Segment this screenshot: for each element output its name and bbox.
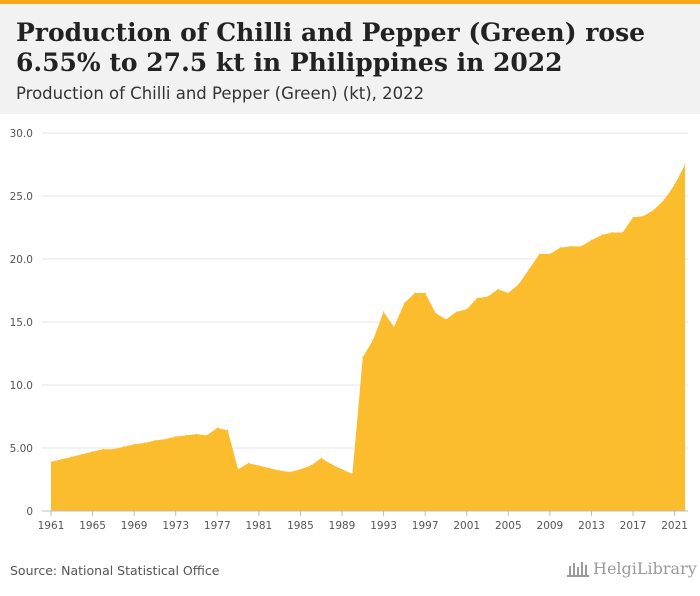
data-point — [476, 297, 478, 299]
data-point — [497, 288, 499, 290]
data-point — [466, 308, 468, 310]
data-point — [549, 253, 551, 255]
data-point — [185, 434, 187, 436]
data-point — [528, 268, 530, 270]
data-point — [320, 457, 322, 459]
data-point — [580, 245, 582, 247]
data-point — [102, 448, 104, 450]
data-point — [91, 451, 94, 453]
logo-text: HelgiLibrary — [593, 559, 697, 578]
data-point — [351, 473, 354, 475]
x-tick-label: 2021 — [661, 520, 688, 532]
data-point — [642, 215, 645, 217]
x-tick-label: 1993 — [370, 520, 397, 532]
data-point — [268, 467, 270, 469]
x-tick-label: 1969 — [121, 520, 148, 532]
data-point — [538, 253, 541, 255]
data-point — [362, 356, 364, 358]
data-point — [247, 462, 250, 464]
data-point — [663, 199, 665, 201]
x-tick-label: 1985 — [287, 520, 314, 532]
data-point — [133, 443, 135, 445]
page-title: Production of Chilli and Pepper (Green) … — [16, 18, 646, 77]
data-point — [227, 429, 229, 431]
data-point — [455, 311, 457, 313]
data-point — [486, 296, 489, 298]
y-tick-label: 25.0 — [10, 191, 33, 203]
x-tick-label: 2009 — [537, 520, 564, 532]
data-point — [81, 453, 83, 455]
helgi-library-logo: HelgiLibrary — [566, 559, 697, 578]
data-point — [279, 470, 281, 472]
y-axis: 0 5.00 10.0 15.0 20.0 25.0 30.0 — [10, 128, 33, 518]
data-point — [632, 216, 634, 219]
data-point — [164, 438, 166, 440]
data-point — [258, 465, 260, 467]
data-point — [154, 439, 156, 442]
library-icon — [567, 561, 589, 577]
area-fill — [51, 164, 685, 511]
data-point — [611, 231, 613, 234]
data-point — [653, 209, 655, 211]
data-point — [403, 302, 405, 304]
data-point — [299, 468, 302, 471]
data-point — [601, 234, 603, 236]
data-point — [341, 468, 343, 471]
data-point — [195, 433, 198, 435]
y-tick-label: 10.0 — [10, 380, 33, 392]
area-series — [50, 163, 686, 511]
data-point — [112, 448, 114, 450]
data-point — [590, 239, 593, 241]
y-tick-label: 0 — [26, 506, 33, 518]
data-point — [310, 465, 312, 467]
x-tick-label: 1989 — [329, 520, 356, 532]
data-point — [434, 312, 437, 314]
accent-bar — [0, 0, 700, 4]
data-point — [60, 458, 62, 460]
data-point — [414, 292, 416, 294]
y-tick-label: 20.0 — [10, 254, 33, 266]
y-tick-label: 30.0 — [10, 128, 33, 140]
data-point — [289, 471, 291, 473]
data-point — [445, 318, 447, 321]
x-axis: 1961 1965 1969 1973 1977 1981 1985 1989 1993 1997… — [38, 510, 688, 532]
data-point — [143, 442, 146, 444]
x-tick-label: 1997 — [412, 520, 439, 532]
data-point — [123, 446, 125, 448]
data-point — [570, 245, 572, 247]
data-point — [507, 292, 509, 294]
x-tick-label: 1973 — [162, 520, 189, 532]
chart-subtitle: Production of Chilli and Pepper (Green) … — [16, 84, 425, 103]
x-tick-label: 1977 — [204, 520, 231, 532]
x-tick-label: 2017 — [620, 520, 647, 532]
data-point — [674, 184, 676, 186]
data-point — [175, 436, 177, 438]
data-point — [71, 456, 73, 458]
x-tick-label: 1981 — [246, 520, 273, 532]
data-point — [206, 434, 208, 436]
x-tick-label: 2001 — [453, 520, 480, 532]
data-point — [518, 283, 520, 285]
data-point — [372, 339, 374, 341]
data-point — [424, 292, 426, 294]
source-note: Source: National Statistical Office — [10, 563, 220, 578]
x-tick-label: 2005 — [495, 520, 522, 532]
x-tick-label: 1965 — [79, 520, 106, 532]
data-point — [684, 163, 686, 166]
header: Production of Chilli and Pepper (Green) … — [0, 4, 700, 114]
data-point — [393, 326, 395, 328]
data-point — [216, 427, 218, 429]
y-tick-label: 15.0 — [10, 317, 33, 329]
x-tick-label: 1961 — [38, 520, 65, 532]
data-point — [331, 463, 333, 465]
data-point — [622, 231, 624, 234]
y-tick-label: 5.00 — [10, 443, 33, 455]
data-point — [559, 247, 561, 249]
x-tick-label: 2013 — [578, 520, 605, 532]
data-point — [237, 468, 239, 471]
data-point — [382, 311, 385, 313]
data-point — [50, 461, 52, 463]
